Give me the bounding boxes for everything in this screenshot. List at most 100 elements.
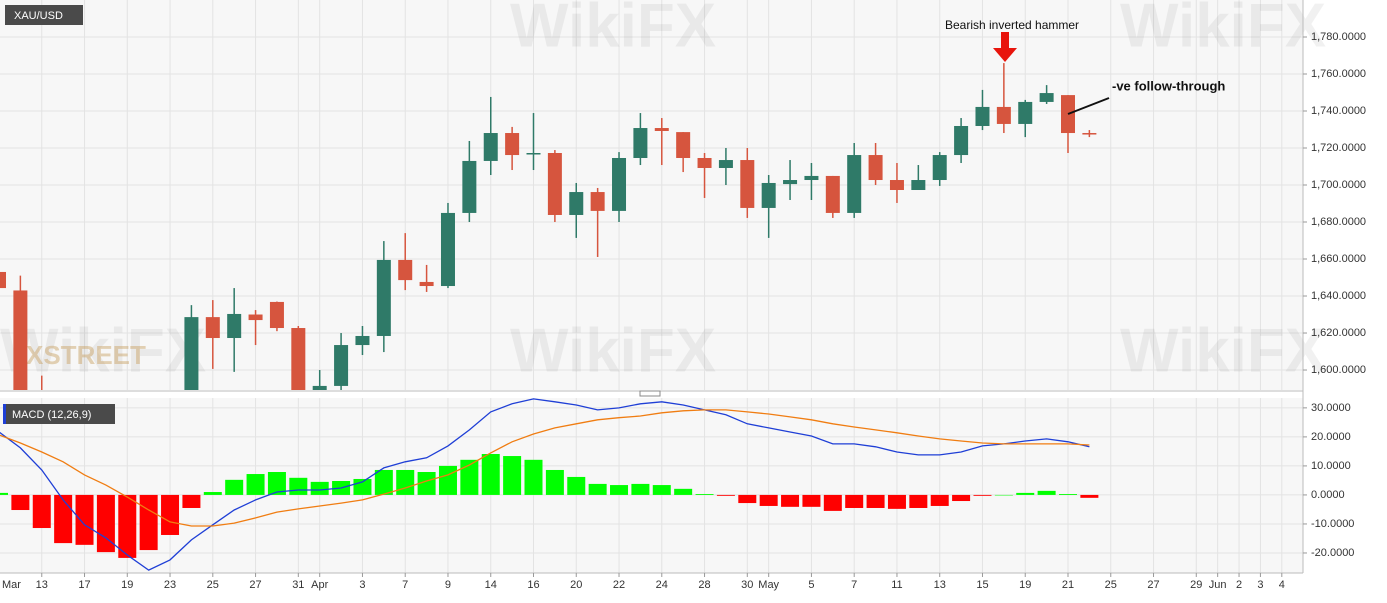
candle-body — [291, 328, 306, 390]
candle-body — [1082, 133, 1097, 135]
candle-body — [761, 182, 776, 208]
histogram-bar — [545, 469, 564, 495]
symbol-title: XAU/USD — [14, 10, 63, 22]
x-tick-label: 25 — [1105, 579, 1117, 591]
candle-body — [676, 132, 691, 158]
candle-body — [248, 314, 263, 321]
x-tick-label: 23 — [164, 579, 176, 591]
candle-body — [483, 133, 498, 161]
macd-line — [0, 409, 1090, 527]
candle-body — [590, 192, 605, 211]
histogram-bar — [1059, 494, 1077, 495]
candle-body — [996, 106, 1011, 124]
histogram-bar — [460, 459, 479, 495]
y-tick-label: 1,760.0000 — [1311, 68, 1366, 80]
candle-body — [740, 160, 755, 208]
y-tick-label: 1,700.0000 — [1311, 179, 1366, 191]
y-tick-label: 0.0000 — [1311, 489, 1345, 501]
histogram-bar — [118, 494, 137, 558]
histogram-bar — [417, 472, 436, 495]
histogram-bar — [96, 494, 115, 553]
histogram-bar — [396, 469, 415, 495]
candle-body — [612, 157, 627, 211]
symbol-box — [5, 5, 83, 25]
x-tick-label: 9 — [445, 579, 451, 591]
candle-body — [398, 259, 413, 281]
x-tick-label: 13 — [934, 579, 946, 591]
candle-body — [975, 106, 990, 126]
histogram-bar — [973, 494, 992, 496]
candle-body — [227, 313, 242, 339]
candle-body — [440, 212, 455, 287]
candle-body — [269, 301, 284, 329]
histogram-bar — [203, 492, 222, 495]
histogram-bar — [823, 494, 842, 511]
histogram-bar — [738, 494, 757, 504]
x-tick-label: May — [758, 579, 779, 591]
x-tick-label: 21 — [1062, 579, 1074, 591]
candle-body — [205, 317, 220, 339]
watermark: WikiFX — [1120, 316, 1326, 385]
x-tick-label: 19 — [121, 579, 133, 591]
candle-body — [184, 317, 199, 390]
resize-handle[interactable] — [639, 390, 661, 397]
y-tick-label: -20.0000 — [1311, 547, 1354, 559]
candle-body — [825, 175, 840, 213]
candle-body — [376, 259, 391, 336]
histogram-bar — [0, 492, 8, 495]
histogram-bar — [781, 494, 800, 507]
candle-body — [0, 271, 6, 289]
candle-body — [783, 180, 798, 185]
histogram-bar — [524, 459, 543, 495]
x-tick-label: 22 — [613, 579, 625, 591]
histogram-bar — [1037, 490, 1056, 495]
annotation-line — [1067, 97, 1110, 115]
histogram-bar — [952, 494, 971, 502]
candle-body — [889, 180, 904, 191]
x-tick-label: 31 — [292, 579, 304, 591]
candle-body — [804, 175, 819, 181]
y-tick-label: 1,640.0000 — [1311, 290, 1366, 302]
x-tick-label: 15 — [976, 579, 988, 591]
x-tick-label: 27 — [249, 579, 261, 591]
arrow-shaft — [1001, 32, 1009, 50]
x-tick-label: 27 — [1147, 579, 1159, 591]
histogram-bar — [994, 494, 1013, 496]
histogram-bar — [759, 494, 778, 506]
x-tick-label: 2 — [1236, 579, 1242, 591]
watermark: WikiFX — [510, 0, 716, 60]
histogram-bar — [631, 483, 650, 495]
histogram-bar — [54, 494, 73, 544]
histogram-bar — [652, 485, 671, 495]
histogram-bar — [374, 469, 393, 495]
candle-body — [505, 133, 520, 156]
histogram-bar — [610, 485, 629, 495]
candle-body — [569, 192, 584, 215]
histogram-bar — [567, 476, 586, 495]
histogram-bar — [139, 494, 158, 551]
candle-body — [462, 160, 477, 213]
x-tick-label: 3 — [359, 579, 365, 591]
histogram-bar — [161, 494, 180, 535]
indicator-title: MACD (12,26,9) — [12, 409, 91, 421]
x-tick-label: 30 — [741, 579, 753, 591]
x-tick-label: 3 — [1257, 579, 1263, 591]
histogram-bar — [503, 456, 522, 495]
y-tick-label: 10.0000 — [1311, 460, 1351, 472]
x-tick-label: 16 — [527, 579, 539, 591]
y-tick-label: 1,680.0000 — [1311, 216, 1366, 228]
candle-body — [526, 153, 541, 155]
x-tick-label: Jun — [1209, 579, 1227, 591]
histogram-bar — [310, 481, 329, 495]
histogram-bar — [32, 494, 51, 529]
watermark: WikiFX — [510, 316, 716, 385]
macd-panel — [0, 398, 1303, 573]
x-tick-label: 7 — [402, 579, 408, 591]
candle-body — [547, 153, 562, 215]
x-tick-label: 19 — [1019, 579, 1031, 591]
x-tick-label: 4 — [1279, 579, 1285, 591]
histogram-bar — [930, 494, 949, 506]
x-tick-label: Apr — [311, 579, 328, 591]
candle-body — [868, 155, 883, 181]
histogram-bar — [267, 472, 286, 495]
